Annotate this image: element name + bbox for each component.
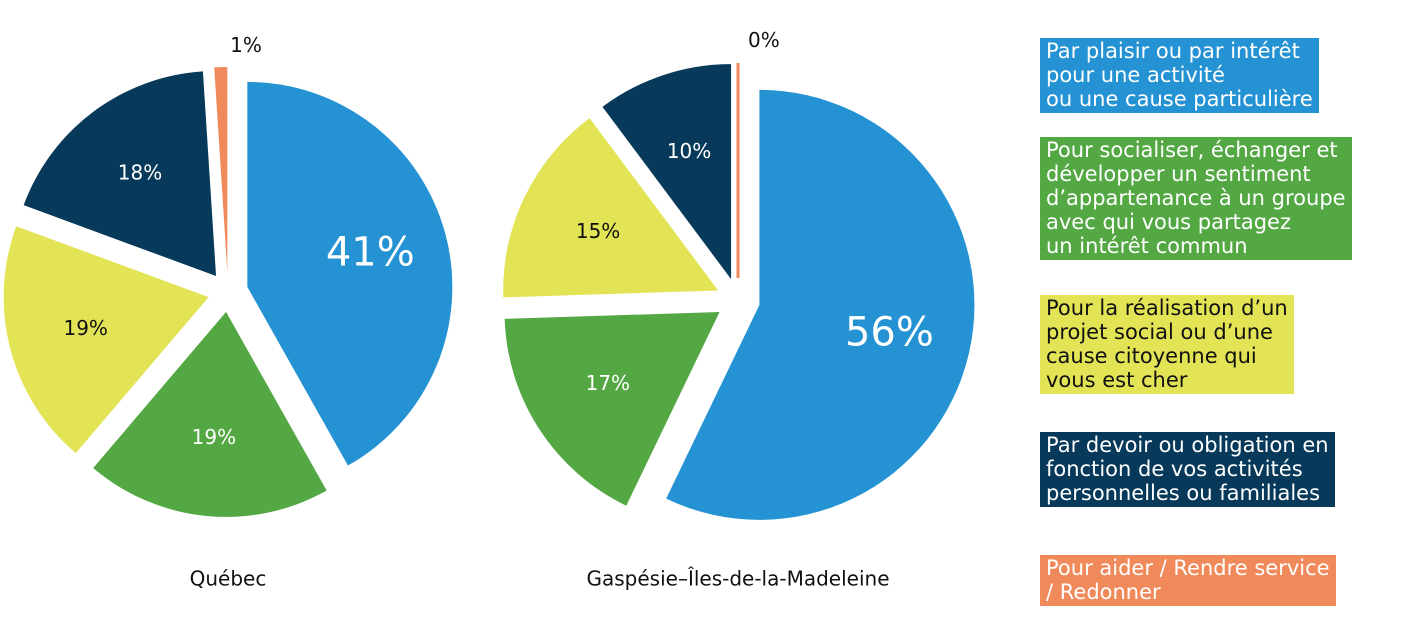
data-label: 1%: [230, 33, 262, 57]
legend-item: Pour la réalisation d’un projet social o…: [1040, 295, 1294, 394]
data-label: 19%: [192, 425, 236, 449]
chart: 41% 19% 19% 18% 1% Québec 56% 17% 15% 10% 0% Gaspés…: [3, 28, 975, 591]
data-label: 0%: [748, 28, 780, 52]
pie-slice: [93, 311, 327, 517]
legend-item: Par devoir ou obligation en fonction de …: [1040, 432, 1335, 507]
data-label: 15%: [576, 219, 620, 243]
pie-title: Gaspésie–Îles-de-la-Madeleine: [586, 567, 889, 591]
data-label: 56%: [845, 310, 934, 356]
pie-slice: [602, 64, 732, 280]
data-label: 19%: [63, 316, 107, 340]
pie-slice: [666, 89, 975, 520]
pie-slice: [3, 226, 209, 454]
pie-slice: [23, 71, 217, 276]
legend-item: Par plaisir ou par intérêt pour une acti…: [1040, 38, 1319, 113]
data-label: 10%: [667, 139, 711, 163]
data-label: 17%: [586, 371, 630, 395]
pie-title: Québec: [190, 567, 267, 591]
pie-slice: [247, 81, 453, 466]
legend-item: Pour aider / Rendre service / Redonner: [1040, 555, 1336, 606]
data-label: 18%: [118, 161, 162, 185]
data-label: 41%: [326, 230, 415, 276]
pie-slice: [504, 312, 720, 506]
pie-slice: [503, 118, 719, 298]
legend-item: Pour socialiser, échanger et développer …: [1040, 137, 1352, 260]
pie-slice: [214, 67, 228, 273]
